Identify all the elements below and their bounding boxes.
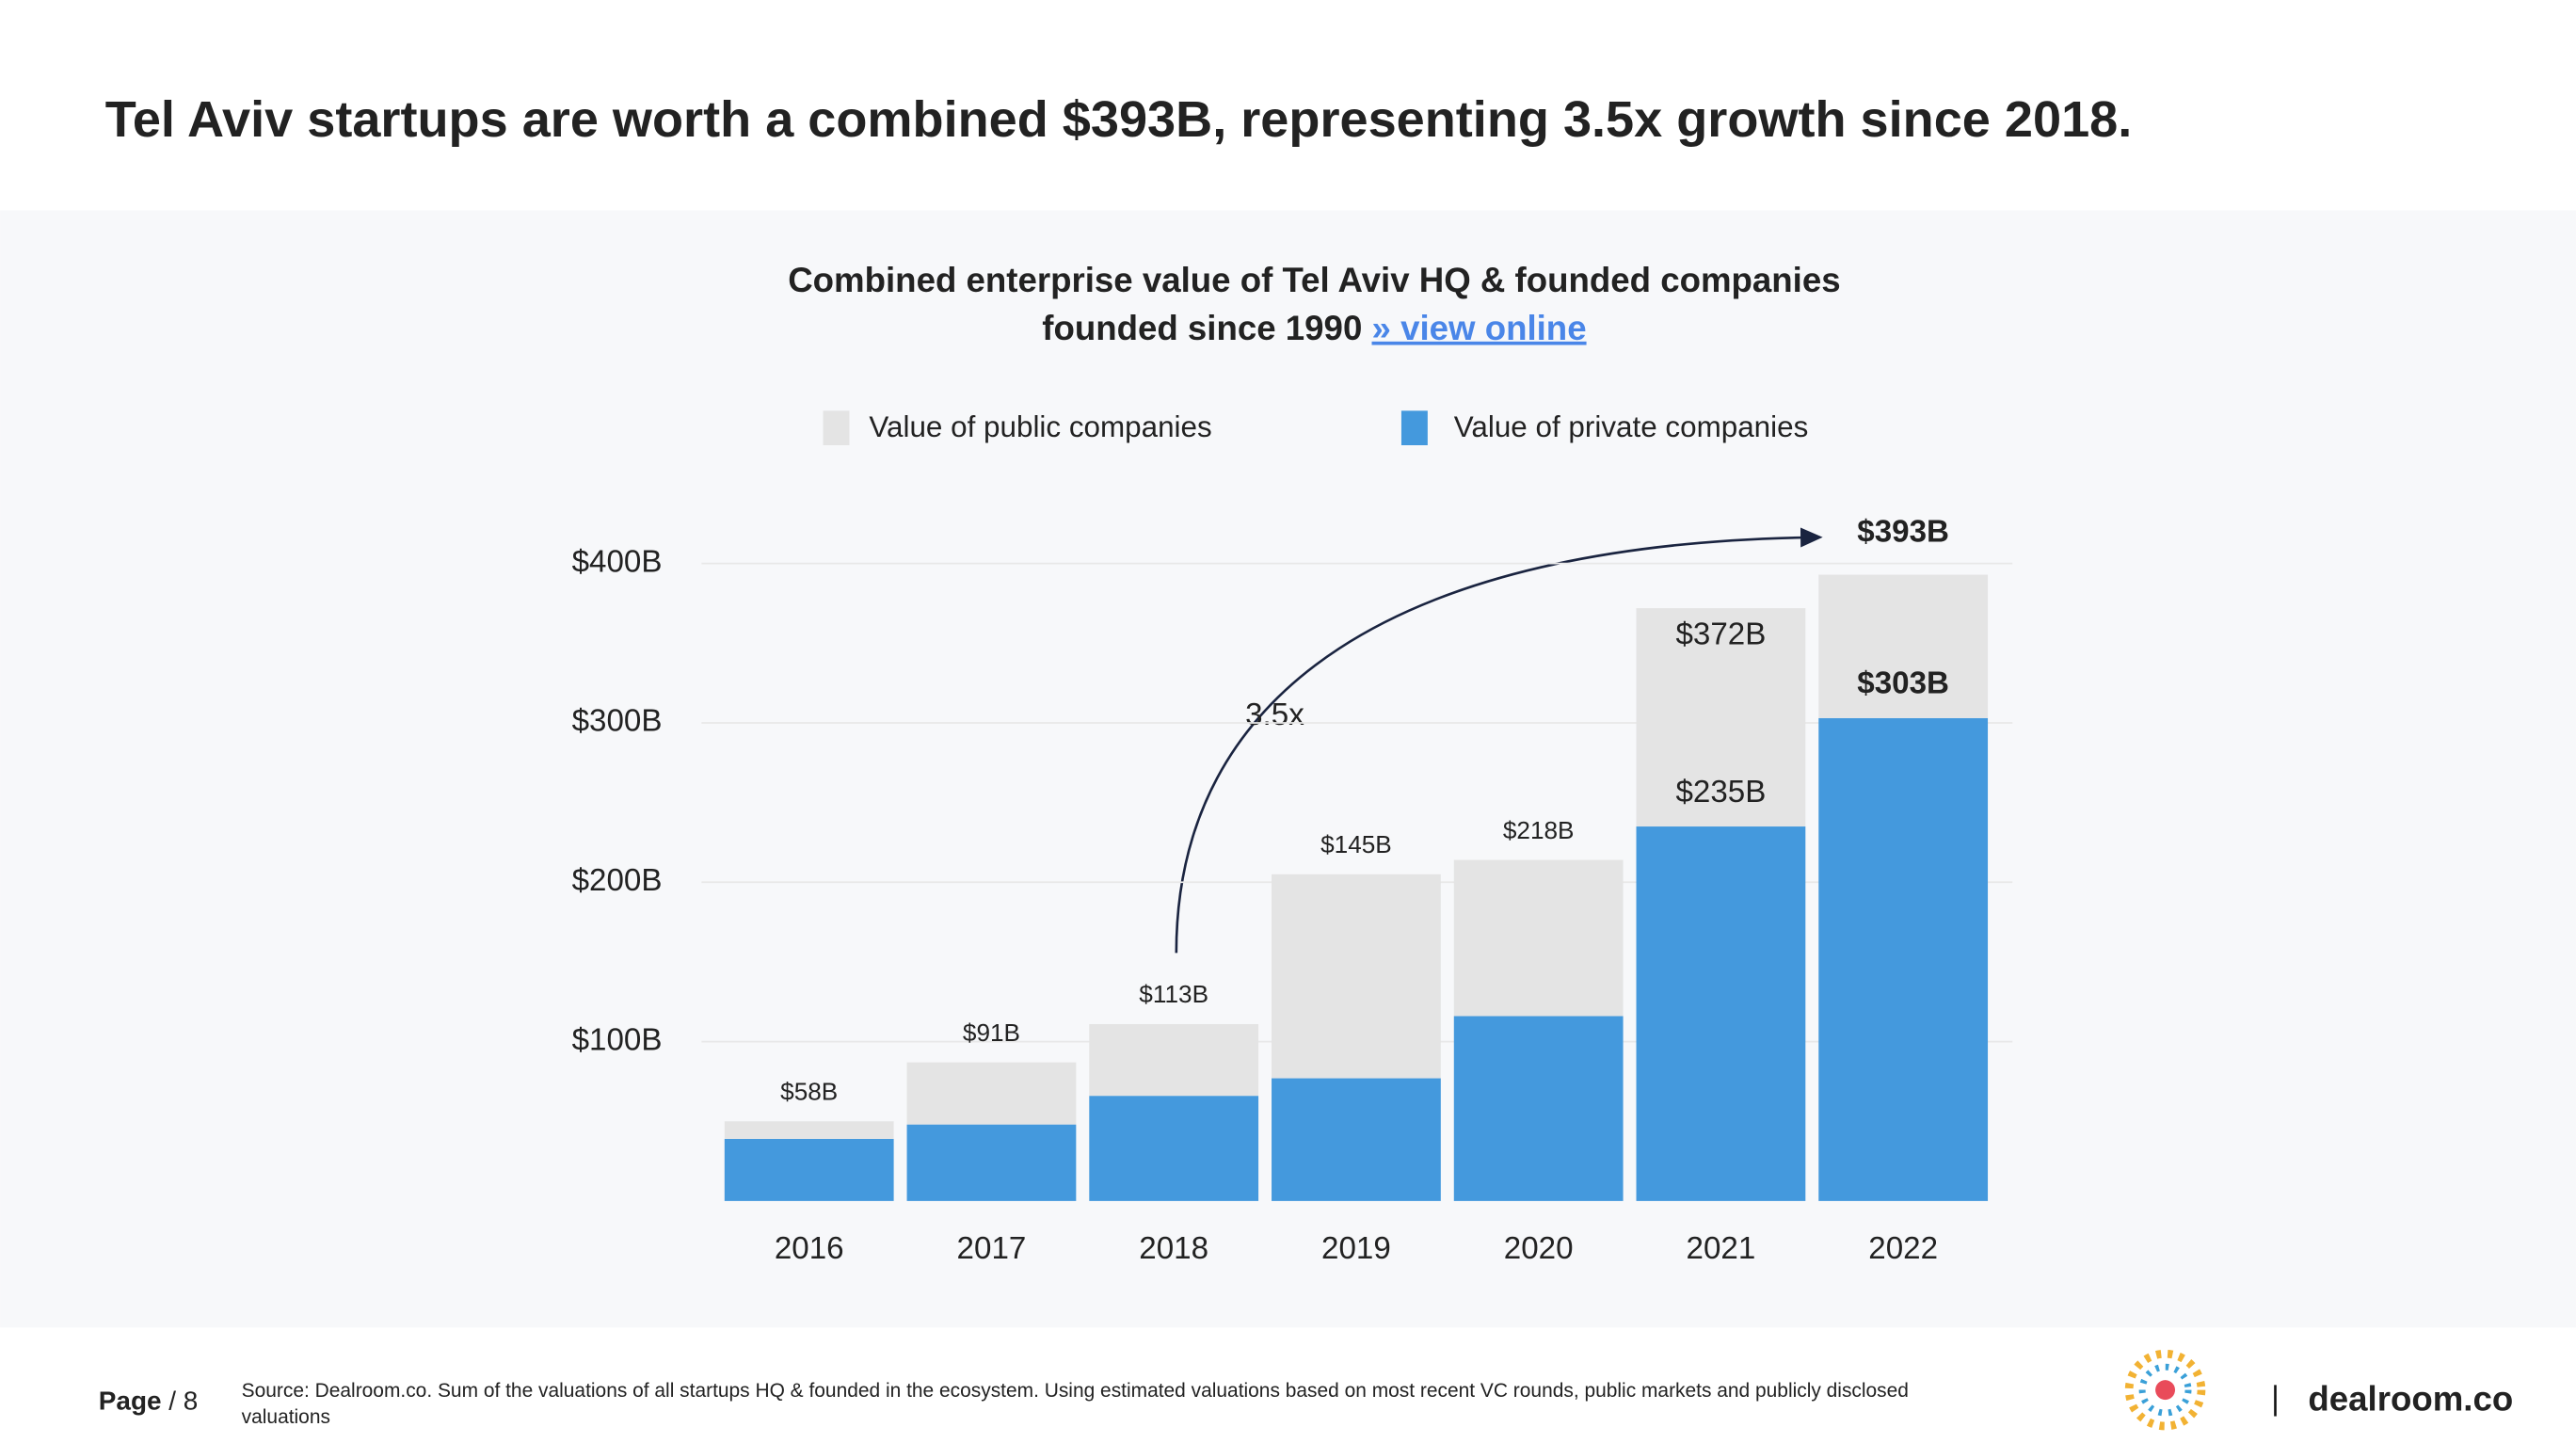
- bar-segment: [906, 1062, 1077, 1125]
- page-num: / 8: [168, 1387, 198, 1416]
- x-tick-label: 2022: [1868, 1231, 1938, 1266]
- legend-swatch: [823, 410, 850, 446]
- x-tick-label: 2019: [1321, 1231, 1391, 1266]
- bar-segment: [1453, 859, 1624, 1017]
- bar-segment: [906, 1124, 1077, 1201]
- legend-label: Value of private companies: [1454, 410, 1809, 443]
- chart-title: Combined enterprise value of Tel Aviv HQ…: [788, 261, 1840, 299]
- bar-segment: [1089, 1096, 1259, 1201]
- bar-segment: [1818, 574, 1989, 718]
- bar-segment: [1272, 874, 1441, 1079]
- page-number: Page / 8: [99, 1387, 198, 1416]
- view-online-link[interactable]: » view online: [1372, 309, 1587, 347]
- bar-segment: [1636, 608, 1806, 827]
- total-label: $218B: [1503, 816, 1575, 844]
- total-label: $58B: [780, 1077, 838, 1105]
- y-tick-label: $400B: [572, 544, 663, 579]
- legend-label: Value of public companies: [869, 410, 1211, 443]
- x-tick-label: 2017: [957, 1231, 1027, 1266]
- chart-title: founded since 1990 » view online: [1042, 309, 1586, 347]
- annotation: 3.5x: [1245, 697, 1304, 732]
- x-tick-label: 2020: [1504, 1231, 1574, 1266]
- chart-title-line: founded since 1990: [1042, 309, 1362, 347]
- bar-segment: [1272, 1078, 1441, 1201]
- bar-segment: [724, 1121, 894, 1139]
- total-label: $113B: [1139, 980, 1208, 1008]
- bar-segment: [1089, 1023, 1259, 1097]
- bar-segment: [724, 1138, 894, 1201]
- bar-segment: [1453, 1016, 1624, 1201]
- slide-title: Tel Aviv startups are worth a combined $…: [105, 91, 2132, 148]
- source: Source: Dealroom.co. Sum of the valuatio…: [242, 1380, 1909, 1402]
- x-tick-label: 2016: [775, 1231, 844, 1266]
- x-tick-label: 2021: [1687, 1231, 1756, 1266]
- value-label: $303B: [1857, 666, 1949, 701]
- x-tick-label: 2018: [1139, 1231, 1208, 1266]
- value-label: $235B: [1675, 775, 1766, 810]
- bar-segment: [1636, 826, 1806, 1201]
- source: valuations: [242, 1406, 330, 1428]
- total-label: $372B: [1675, 617, 1766, 652]
- total-label: $393B: [1857, 515, 1949, 550]
- dealroom-logo: dealroom.co: [2308, 1380, 2513, 1419]
- y-tick-label: $300B: [572, 704, 663, 739]
- bar-segment: [1818, 717, 1989, 1201]
- y-tick-label: $200B: [572, 863, 663, 898]
- legend-swatch: [1400, 410, 1428, 446]
- total-label: $145B: [1320, 830, 1392, 858]
- growth-arrow: [1175, 527, 1823, 954]
- total-label: $91B: [963, 1018, 1020, 1047]
- y-tick-label: $100B: [572, 1022, 663, 1057]
- tel-aviv-logo: [2124, 1349, 2206, 1431]
- page-label: Page: [99, 1387, 162, 1416]
